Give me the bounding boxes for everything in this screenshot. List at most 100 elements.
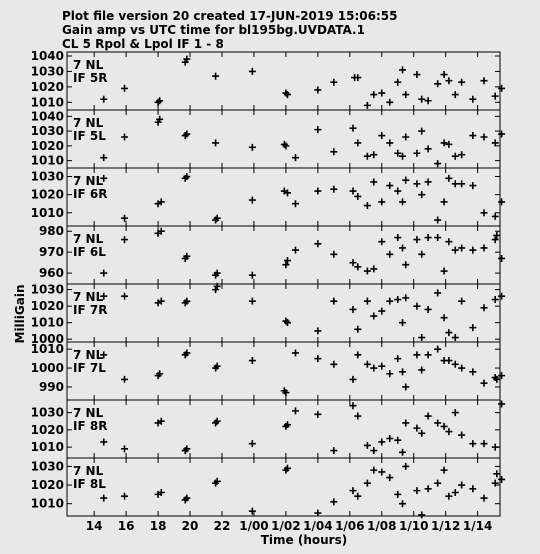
x-tick-label: 1/02 [271,519,300,533]
data-point [399,244,407,252]
data-point [469,440,477,448]
station-label: 7 NL [73,232,104,246]
if-label: IF 7L [73,361,106,375]
station-label: 7 NL [73,290,104,304]
data-point [282,142,290,150]
data-point [418,334,426,342]
data-point [458,151,466,159]
y-tick-label: 1010 [31,206,64,220]
data-point [440,71,448,79]
data-point [183,173,191,181]
data-point [121,133,129,141]
data-point [157,417,165,425]
data-point [349,187,357,195]
data-point [363,441,371,449]
data-point [156,370,164,378]
data-point [100,174,108,182]
data-point [394,234,402,242]
data-point [451,360,459,368]
data-point [458,481,466,489]
data-point [394,149,402,157]
data-point [248,271,256,279]
data-point [399,66,407,74]
data-point [183,494,191,502]
y-tick-label: 1000 [31,332,64,346]
data-point [469,368,477,376]
if-label: IF 5R [73,71,107,85]
data-point [282,389,290,397]
data-point [491,296,499,304]
data-point [424,234,432,242]
data-point [370,178,378,186]
data-point [100,494,108,502]
data-point [402,462,410,470]
x-tick-label: 14 [86,519,103,533]
data-point [458,78,466,86]
x-axis-ticks: 14 16 18 20 22 1/00 1/02 1/04 1/06 1/08 1/10 1/12 1/… [86,519,493,533]
data-point [424,178,432,186]
if-label: IF 6L [73,245,106,259]
data-point [434,289,442,297]
y-tick-label: 1010 [31,316,64,330]
data-point [445,492,453,500]
data-point [445,428,453,436]
data-point [413,236,421,244]
data-point [283,189,291,197]
data-point [183,445,191,453]
data-point [386,370,394,378]
y-tick-label: 1010 [31,440,64,454]
data-point [424,485,432,493]
data-point [402,261,410,269]
data-point [370,466,378,474]
data-point [498,475,506,483]
data-point [157,227,165,235]
panel-frame [66,399,501,459]
data-point [440,139,448,147]
data-point [445,140,453,148]
data-point [386,474,394,482]
data-point [378,307,386,315]
data-point [248,297,256,305]
data-point [283,257,291,265]
data-point [480,133,488,141]
data-point [378,362,386,370]
data-point [480,440,488,448]
data-point [458,297,466,305]
data-point [493,375,501,383]
y-tick-label: 1030 [31,124,64,138]
data-point [354,325,362,333]
data-point [354,263,362,271]
data-point [349,259,357,267]
data-point [413,302,421,310]
data-point [424,305,432,313]
data-point [399,368,407,376]
data-point [424,412,432,420]
data-point [354,192,362,200]
data-point [493,470,501,478]
station-label: 7 NL [73,174,104,188]
data-point [399,152,407,160]
station-label: 7 NL [73,58,104,72]
data-point [402,383,410,391]
if-label: IF 8L [73,477,106,491]
y-tick-label: 1020 [31,299,64,313]
data-point [469,182,477,190]
data-point [451,180,459,188]
data-point [394,187,402,195]
data-point [370,151,378,159]
data-point [121,445,129,453]
data-point [480,494,488,502]
data-point [330,447,338,455]
data-point [451,409,459,417]
y-tick-label: 1020 [31,423,64,437]
y-tick-label: 1030 [31,170,64,184]
data-point [291,349,299,357]
data-point [386,297,394,305]
y-tick-label: 970 [39,245,64,259]
data-point [418,511,426,519]
data-point [469,324,477,332]
data-point [491,443,499,451]
